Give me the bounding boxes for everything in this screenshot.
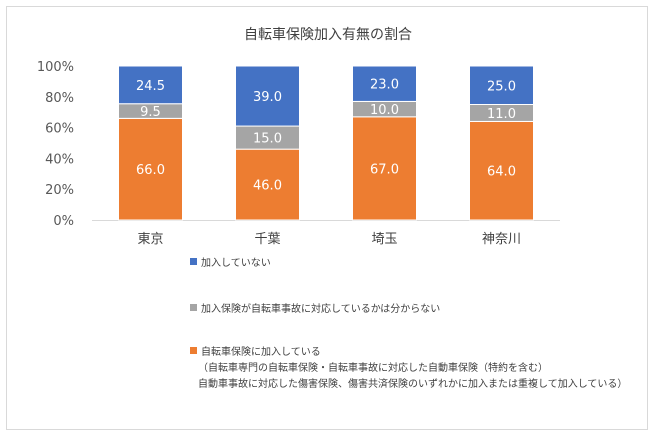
data-label: 11.0 xyxy=(487,107,516,122)
bar-segment xyxy=(352,116,417,221)
legend-swatch-orange xyxy=(190,347,197,354)
data-label: 9.5 xyxy=(140,105,161,120)
x-tick-label: 埼玉 xyxy=(371,232,397,247)
legend-item-unknown: 加入保険が自転車事故に対応しているかは分からない xyxy=(190,302,440,318)
bar-segment xyxy=(235,148,300,221)
legend-swatch-blue xyxy=(190,258,197,265)
legend-note-2: 自動車事故に対応した傷害保険、傷害共済保険のいずれかに加入または重複して加入して… xyxy=(198,379,628,390)
data-label: 25.0 xyxy=(487,79,516,94)
data-label: 15.0 xyxy=(253,132,282,147)
legend-item-enrolled: 自転車保険に加入している （自転車専門の自転車保険・自転車事故に対応した自動車保… xyxy=(190,345,627,393)
data-label: 67.0 xyxy=(370,162,399,177)
bar-segment xyxy=(469,120,534,221)
data-label: 46.0 xyxy=(253,179,282,194)
legend-item-not-enrolled: 加入していない xyxy=(190,256,271,272)
y-tick-label: 0% xyxy=(53,214,74,229)
chart-title: 自転車保険加入有無の割合 xyxy=(244,27,412,43)
bar-segment xyxy=(118,117,183,221)
data-label: 10.0 xyxy=(370,103,399,118)
y-tick-label: 40% xyxy=(45,152,74,167)
bar-segment xyxy=(235,65,300,127)
y-tick-label: 20% xyxy=(45,183,74,198)
data-label: 66.0 xyxy=(136,163,165,178)
chart-frame xyxy=(6,6,648,430)
data-label: 24.5 xyxy=(136,79,165,94)
data-label: 23.0 xyxy=(370,78,399,93)
legend-label: 加入していない xyxy=(201,258,271,269)
y-tick-label: 60% xyxy=(45,122,74,137)
bar-segment xyxy=(469,65,534,105)
data-label: 39.0 xyxy=(253,90,282,105)
bar-segment xyxy=(118,65,183,105)
y-tick-label: 80% xyxy=(45,91,74,106)
legend-label: 自転車保険に加入している xyxy=(201,347,321,358)
legend-swatch-gray xyxy=(190,304,197,311)
legend-label: 加入保険が自転車事故に対応しているかは分からない xyxy=(201,304,441,315)
x-tick-label: 東京 xyxy=(137,231,163,247)
legend-note-1: （自転車専門の自転車保険・自転車事故に対応した自動車保険（特約を含む） xyxy=(198,363,548,374)
data-label: 64.0 xyxy=(487,165,516,180)
bar-segment xyxy=(352,65,417,102)
x-tick-label: 神奈川 xyxy=(482,232,521,247)
x-tick-label: 千葉 xyxy=(254,232,280,247)
y-tick-label: 100% xyxy=(37,60,74,75)
